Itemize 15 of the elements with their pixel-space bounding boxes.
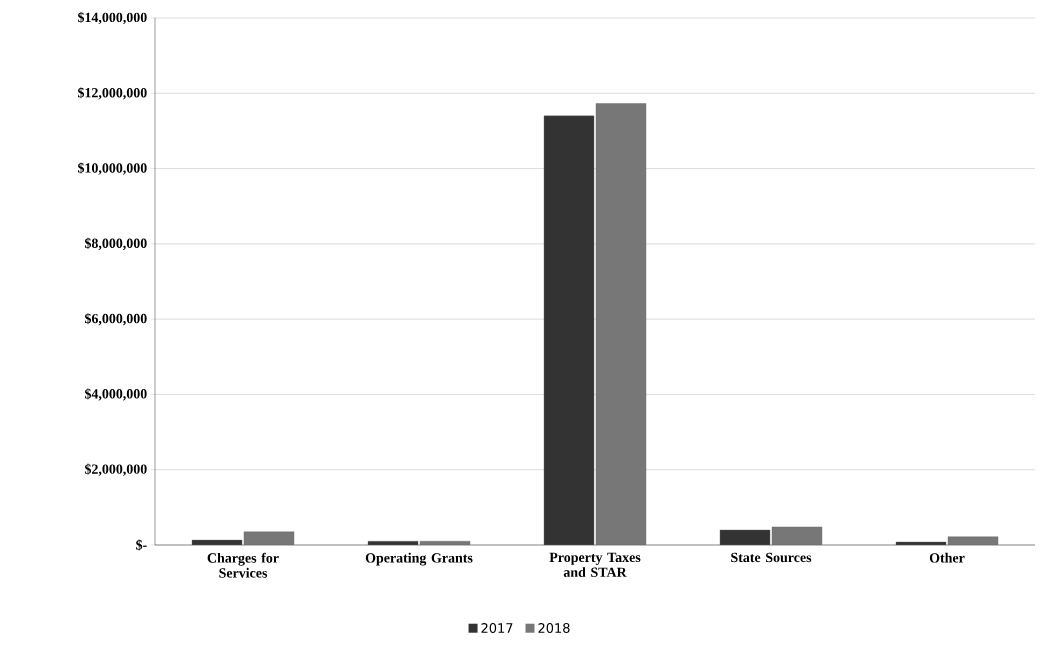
x-tick-label: Property Taxes and STAR (549, 552, 641, 577)
legend-label: 2018 (538, 623, 570, 633)
y-tick-label: $8,000,000 (84, 237, 147, 250)
x-tick-label: State Sources (731, 552, 812, 563)
y-tick-label: $6,000,000 (84, 313, 147, 326)
y-tick-label: $14,000,000 (77, 11, 147, 25)
legend-label: 2017 (481, 623, 513, 633)
y-tick-label: $4,000,000 (84, 388, 147, 401)
y-tick-label: $- (136, 539, 147, 551)
x-tick-label: Charges for Services (207, 552, 279, 578)
x-tick-label: Other (929, 552, 965, 563)
y-tick-label: $12,000,000 (77, 87, 147, 100)
y-tick-label: $2,000,000 (84, 463, 147, 476)
x-tick-label: Operating Grants (365, 552, 473, 566)
y-tick-label: $10,000,000 (77, 162, 147, 175)
